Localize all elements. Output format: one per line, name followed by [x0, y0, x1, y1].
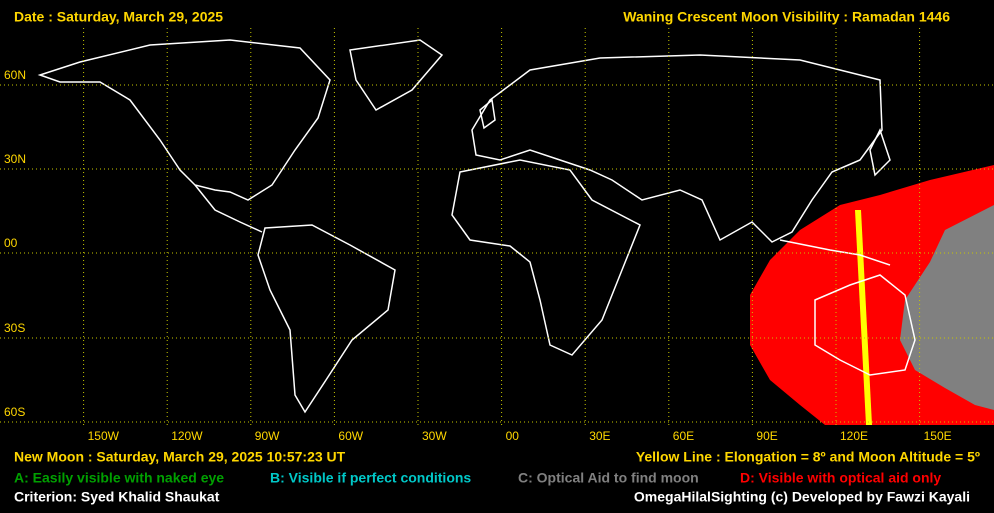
zone-c	[900, 205, 994, 410]
lat-label: 60S	[4, 405, 25, 419]
lon-label: 30W	[422, 429, 447, 443]
lon-label: 00	[506, 429, 520, 443]
lat-label: 30S	[4, 321, 25, 335]
lon-label: 90E	[756, 429, 777, 443]
lon-label: 90W	[255, 429, 280, 443]
lon-label: 150E	[924, 429, 952, 443]
legend-d: D: Visible with optical aid only	[740, 470, 941, 486]
graticule: 60N 30N 00 30S 60S 150W 120W 90W 60W 30W 00 30E 60E 9…	[0, 28, 994, 443]
legend-a: A: Easily visible with naked eye	[14, 470, 224, 486]
coastlines	[37, 39, 916, 414]
lon-label: 120E	[840, 429, 868, 443]
yellow-line	[855, 210, 872, 425]
legend-b: B: Visible if perfect conditions	[270, 470, 471, 486]
legend-c: C: Optical Aid to find moon	[518, 470, 699, 486]
lat-label: 60N	[4, 68, 26, 82]
lon-label: 150W	[88, 429, 120, 443]
lat-label: 00	[4, 236, 18, 250]
title: Waning Crescent Moon Visibility : Ramada…	[623, 9, 950, 25]
new-moon: New Moon : Saturday, March 29, 2025 10:5…	[14, 449, 346, 465]
date: Date : Saturday, March 29, 2025	[14, 9, 223, 25]
lon-label: 120W	[171, 429, 203, 443]
lon-label: 60E	[673, 429, 694, 443]
lon-label: 30E	[589, 429, 610, 443]
lat-label: 30N	[4, 152, 26, 166]
yellow-line-note: Yellow Line : Elongation = 8º and Moon A…	[636, 449, 980, 465]
criterion: Criterion: Syed Khalid Shaukat	[14, 489, 220, 505]
lon-label: 60W	[338, 429, 363, 443]
credit: OmegaHilalSighting (c) Developed by Fawz…	[634, 489, 970, 505]
